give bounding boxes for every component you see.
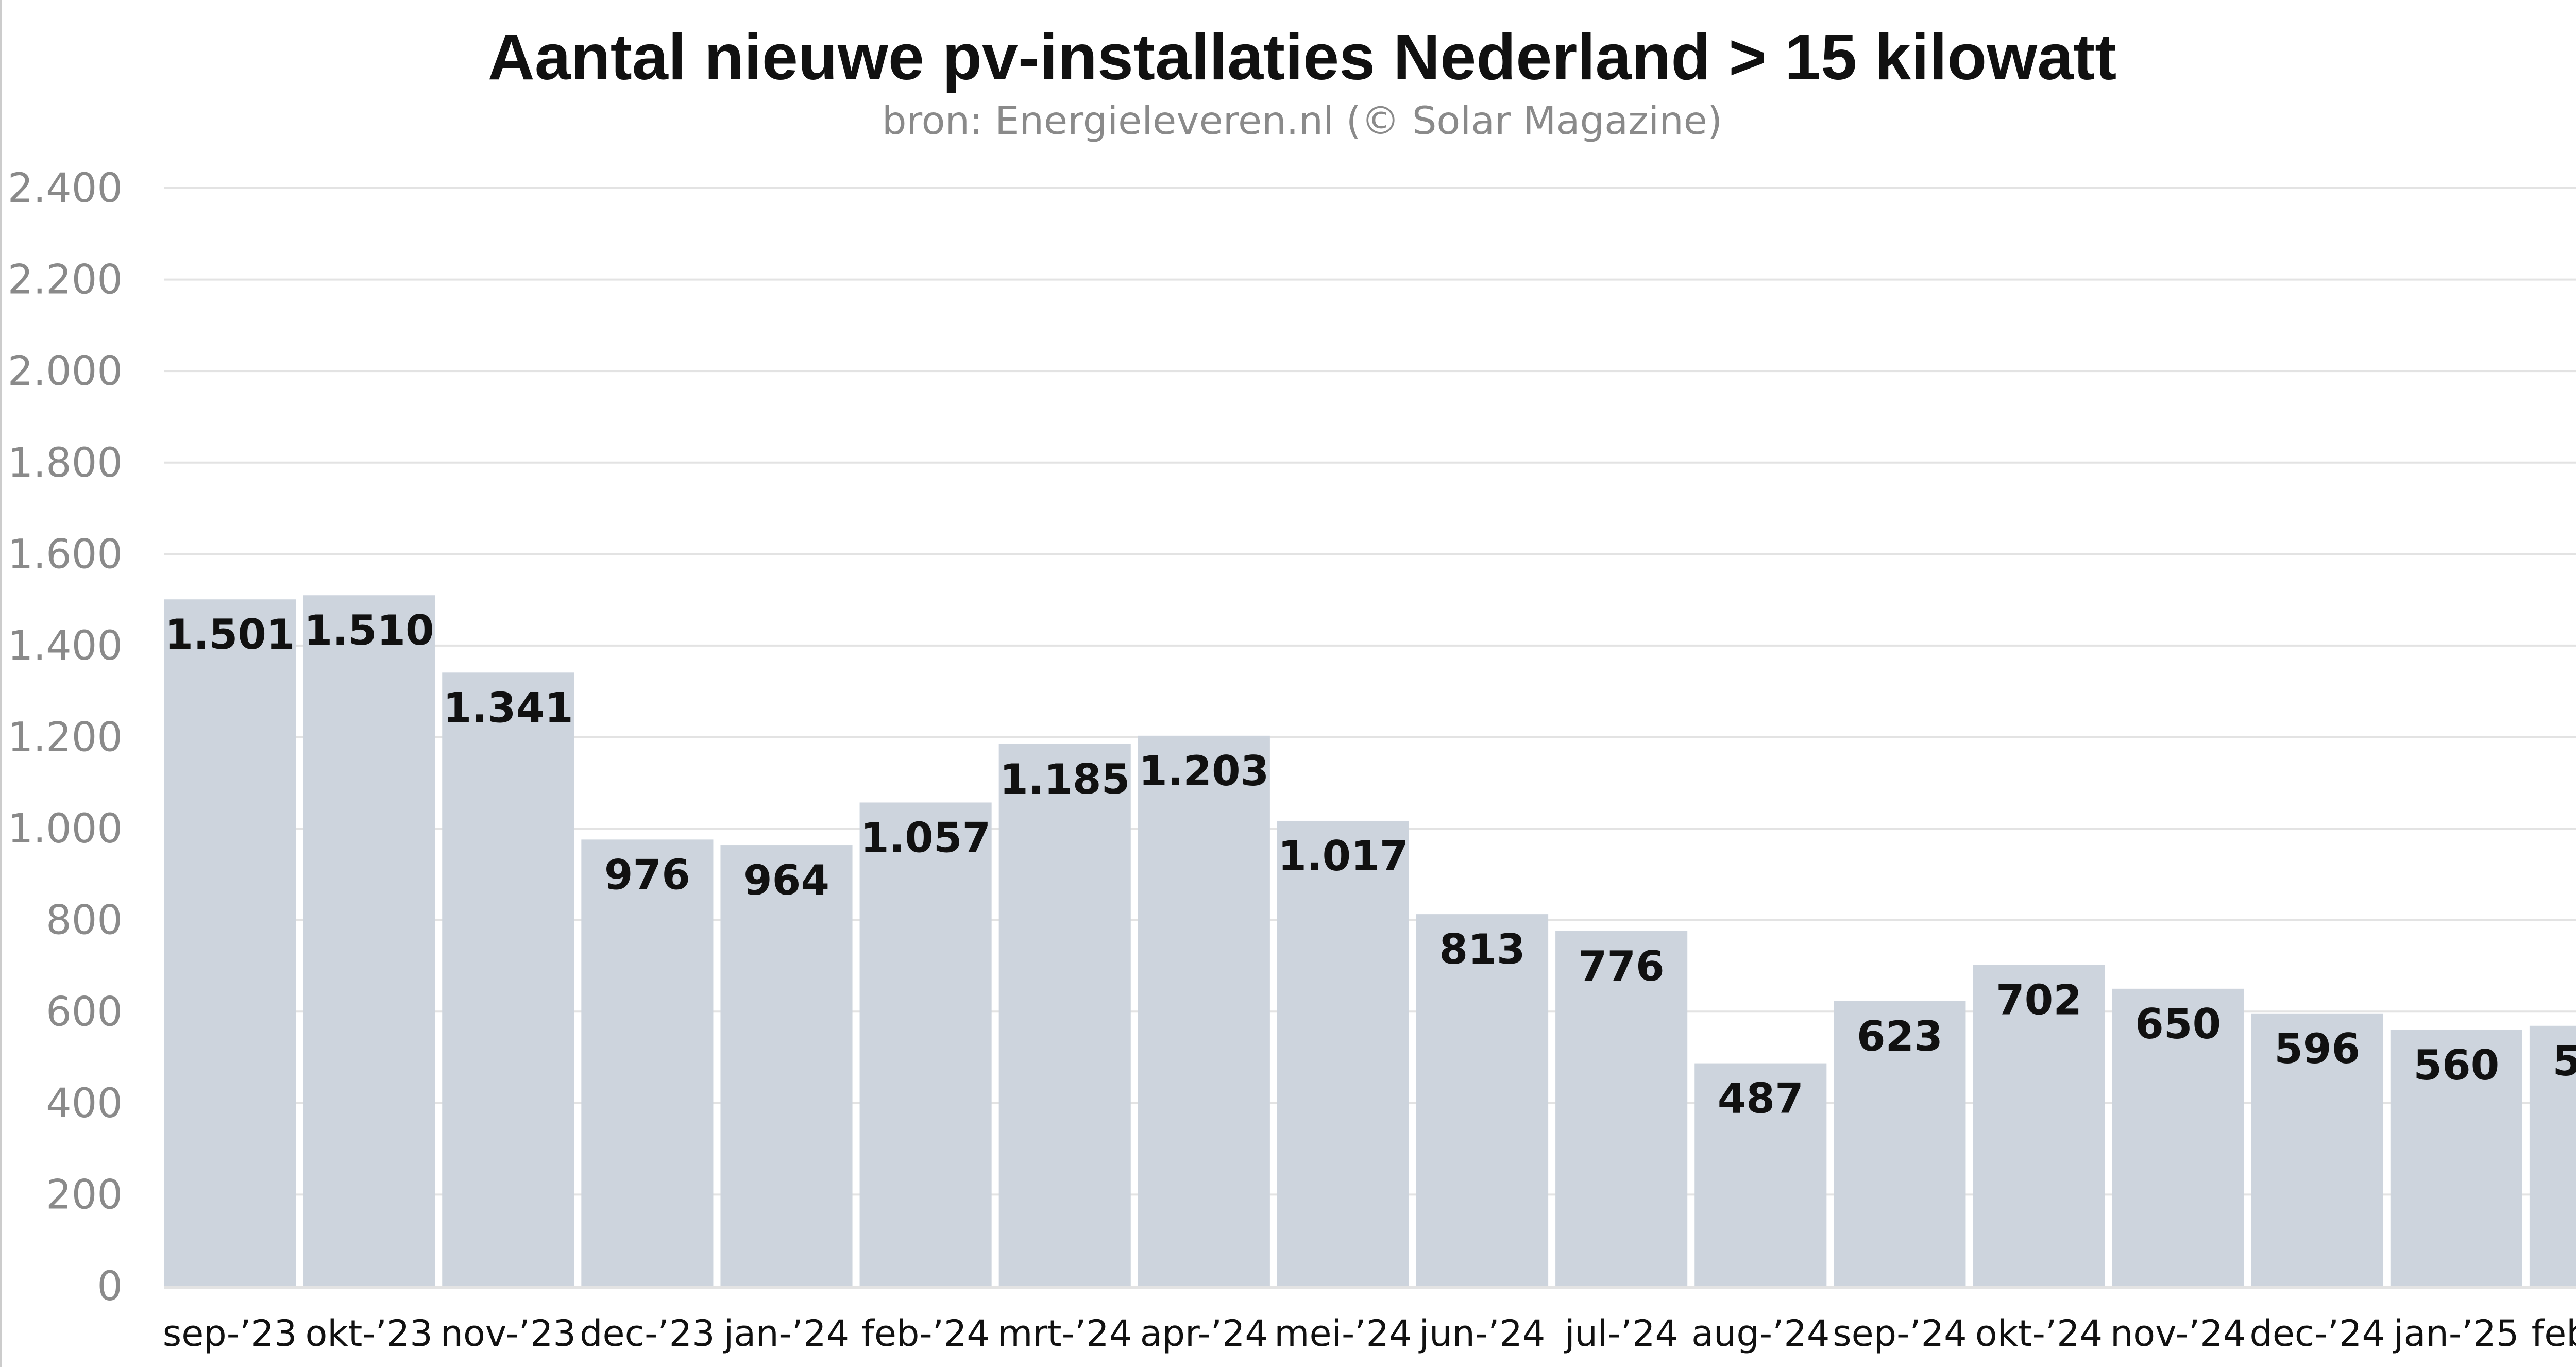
bar (720, 845, 853, 1286)
y-tick-label: 1.200 (8, 715, 123, 761)
data-label: 1.017 (1278, 832, 1408, 880)
bar (1834, 1001, 1966, 1286)
bar (1138, 735, 1270, 1286)
y-tick-label: 600 (46, 989, 123, 1035)
data-label: 776 (1579, 942, 1665, 990)
left-border (0, 0, 2, 1367)
chart-subtitle: bron: Energieleveren.nl (© Solar Magazin… (882, 98, 1723, 143)
y-tick-label: 2.400 (8, 165, 123, 212)
x-tick-label: dec-’24 (2249, 1312, 2385, 1355)
x-tick-label: mrt-’24 (997, 1312, 1132, 1355)
x-tick-label: okt-’24 (1975, 1312, 2103, 1355)
x-tick-label: jul-’24 (1564, 1312, 1678, 1355)
y-tick-label: 800 (46, 898, 123, 944)
bar (2251, 1013, 2383, 1286)
x-tick-label: sep-’24 (1833, 1312, 1967, 1355)
data-label: 1.341 (443, 684, 573, 732)
y-tick-label: 1.600 (8, 531, 123, 578)
x-tick-label: jan-’25 (2393, 1312, 2519, 1355)
x-tick-label: apr-’24 (1140, 1312, 1268, 1355)
x-tick-label: mei-’24 (1274, 1312, 1412, 1355)
bar (303, 595, 435, 1286)
y-tick-label: 200 (46, 1172, 123, 1218)
x-tick-label: nov-’23 (440, 1312, 576, 1355)
x-tick-label: nov-’24 (2110, 1312, 2246, 1355)
y-tick-label: 2.000 (8, 348, 123, 395)
y-tick-label: 1.000 (8, 806, 123, 852)
x-tick-label: okt-’23 (305, 1312, 432, 1355)
data-label: 487 (1718, 1075, 1804, 1123)
data-label: 813 (1439, 925, 1526, 973)
data-label: 560 (2413, 1041, 2499, 1089)
bar (1555, 931, 1688, 1286)
data-label: 623 (1857, 1012, 1943, 1060)
bar (1277, 820, 1409, 1286)
y-tick-label: 1.800 (8, 440, 123, 486)
data-label: 1.510 (304, 606, 434, 654)
x-tick-label: feb-’25 (2532, 1312, 2576, 1355)
data-label: 596 (2274, 1025, 2360, 1073)
data-label: 650 (2135, 1000, 2221, 1048)
bar (1416, 914, 1549, 1286)
y-tick-label: 2.200 (8, 257, 123, 303)
data-label: 1.057 (860, 814, 991, 862)
x-tick-label: sep-’23 (163, 1312, 297, 1355)
bar (1973, 965, 2105, 1286)
data-label: 569 (2552, 1037, 2576, 1085)
x-tick-label: jan-’24 (723, 1312, 849, 1355)
bar (164, 599, 296, 1286)
bar (1694, 1063, 1827, 1286)
y-tick-label: 400 (46, 1081, 123, 1127)
data-label: 976 (604, 851, 690, 899)
x-tick-label: jun-’24 (1418, 1312, 1546, 1355)
data-label: 1.185 (999, 755, 1130, 803)
bar (2529, 1025, 2576, 1286)
bar (998, 744, 1131, 1286)
data-label: 1.501 (165, 611, 295, 659)
bar (442, 672, 574, 1286)
x-tick-label: feb-’24 (861, 1312, 990, 1355)
x-tick-label: aug-’24 (1691, 1312, 1829, 1355)
bar (2112, 988, 2244, 1286)
bar (581, 839, 714, 1286)
bar (2390, 1030, 2522, 1286)
data-label: 702 (1996, 976, 2082, 1024)
data-label: 1.203 (1139, 747, 1269, 795)
data-label: 964 (743, 856, 829, 904)
x-tick-label: dec-’23 (580, 1312, 715, 1355)
y-tick-label: 0 (97, 1263, 123, 1310)
chart-title: Aantal nieuwe pv-installaties Nederland … (487, 21, 2117, 93)
y-tick-label: 1.400 (8, 623, 123, 669)
bar (859, 802, 992, 1286)
